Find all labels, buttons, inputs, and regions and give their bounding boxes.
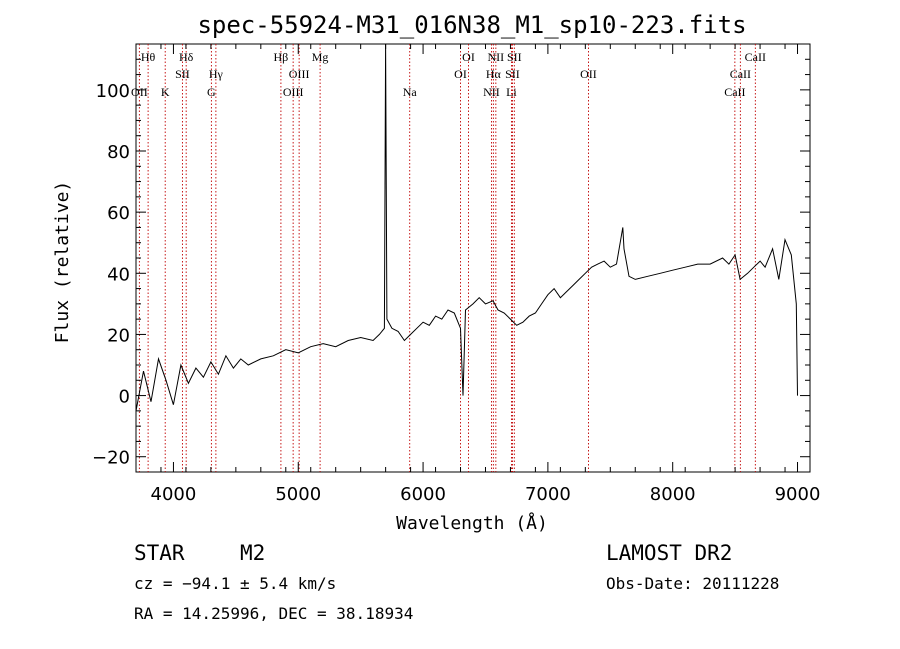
line-marker-label: OI bbox=[454, 67, 467, 81]
line-marker-label: Na bbox=[403, 85, 418, 99]
line-marker-label: CaII bbox=[724, 85, 745, 99]
line-marker-label: OII bbox=[580, 67, 597, 81]
coordinates-text: RA = 14.25996, DEC = 38.18934 bbox=[134, 604, 413, 623]
line-marker-label: K bbox=[161, 85, 170, 99]
y-tick-label: 40 bbox=[107, 264, 130, 285]
x-tick-label: 6000 bbox=[400, 484, 446, 505]
axis-tick-labels: 4000 5000 6000 7000 8000 9000 −20 0 20 40 60 80 100 bbox=[92, 81, 820, 505]
axis-ticks bbox=[135, 44, 811, 472]
obs-date-text: Obs-Date: 20111228 bbox=[606, 574, 779, 593]
object-class: STAR bbox=[134, 541, 185, 565]
object-subclass: M2 bbox=[240, 541, 265, 565]
y-tick-label: 100 bbox=[96, 81, 130, 102]
line-marker-label: Hγ bbox=[209, 67, 224, 81]
line-marker-label: Hδ bbox=[179, 50, 194, 64]
emission-line-markers bbox=[138, 44, 756, 472]
x-axis-label: Wavelength (Å) bbox=[396, 512, 548, 534]
line-marker-label: Hβ bbox=[274, 50, 289, 64]
survey-name: LAMOST DR2 bbox=[606, 541, 732, 565]
velocity-text: cz = −94.1 ± 5.4 km/s bbox=[134, 574, 336, 593]
x-tick-label: 5000 bbox=[275, 484, 321, 505]
x-tick-label: 4000 bbox=[151, 484, 197, 505]
y-axis-label: Flux (relative) bbox=[52, 181, 73, 344]
line-marker-label: CaII bbox=[730, 67, 751, 81]
line-marker-label: NII bbox=[488, 50, 505, 64]
y-tick-label: 80 bbox=[107, 142, 130, 163]
line-marker-label: Hα bbox=[486, 67, 502, 81]
line-marker-label: NII bbox=[483, 85, 500, 99]
x-tick-label: 7000 bbox=[525, 484, 571, 505]
line-marker-label: OII bbox=[131, 85, 148, 99]
line-marker-label: G bbox=[207, 85, 216, 99]
x-tick-label: 9000 bbox=[775, 484, 821, 505]
line-marker-label: OI bbox=[462, 50, 475, 64]
y-tick-label: 60 bbox=[107, 203, 130, 224]
y-tick-label: 0 bbox=[119, 387, 130, 408]
line-marker-label: Mg bbox=[312, 50, 329, 64]
line-marker-label: Hθ bbox=[141, 50, 156, 64]
line-marker-label: Li bbox=[506, 85, 517, 99]
y-tick-label: −20 bbox=[92, 448, 130, 469]
line-marker-label: SII bbox=[175, 67, 190, 81]
line-marker-label: SII bbox=[507, 50, 522, 64]
line-marker-label: OIII bbox=[289, 67, 310, 81]
x-tick-label: 8000 bbox=[650, 484, 696, 505]
line-marker-label: CaII bbox=[745, 50, 766, 64]
chart-title: spec-55924-M31_016N38_M1_sp10-223.fits bbox=[197, 11, 746, 39]
plot-frame bbox=[135, 43, 811, 473]
line-marker-label: OIII bbox=[283, 85, 304, 99]
spectrum-line bbox=[135, 43, 798, 411]
line-marker-label: SII bbox=[505, 67, 520, 81]
y-tick-label: 20 bbox=[107, 325, 130, 346]
